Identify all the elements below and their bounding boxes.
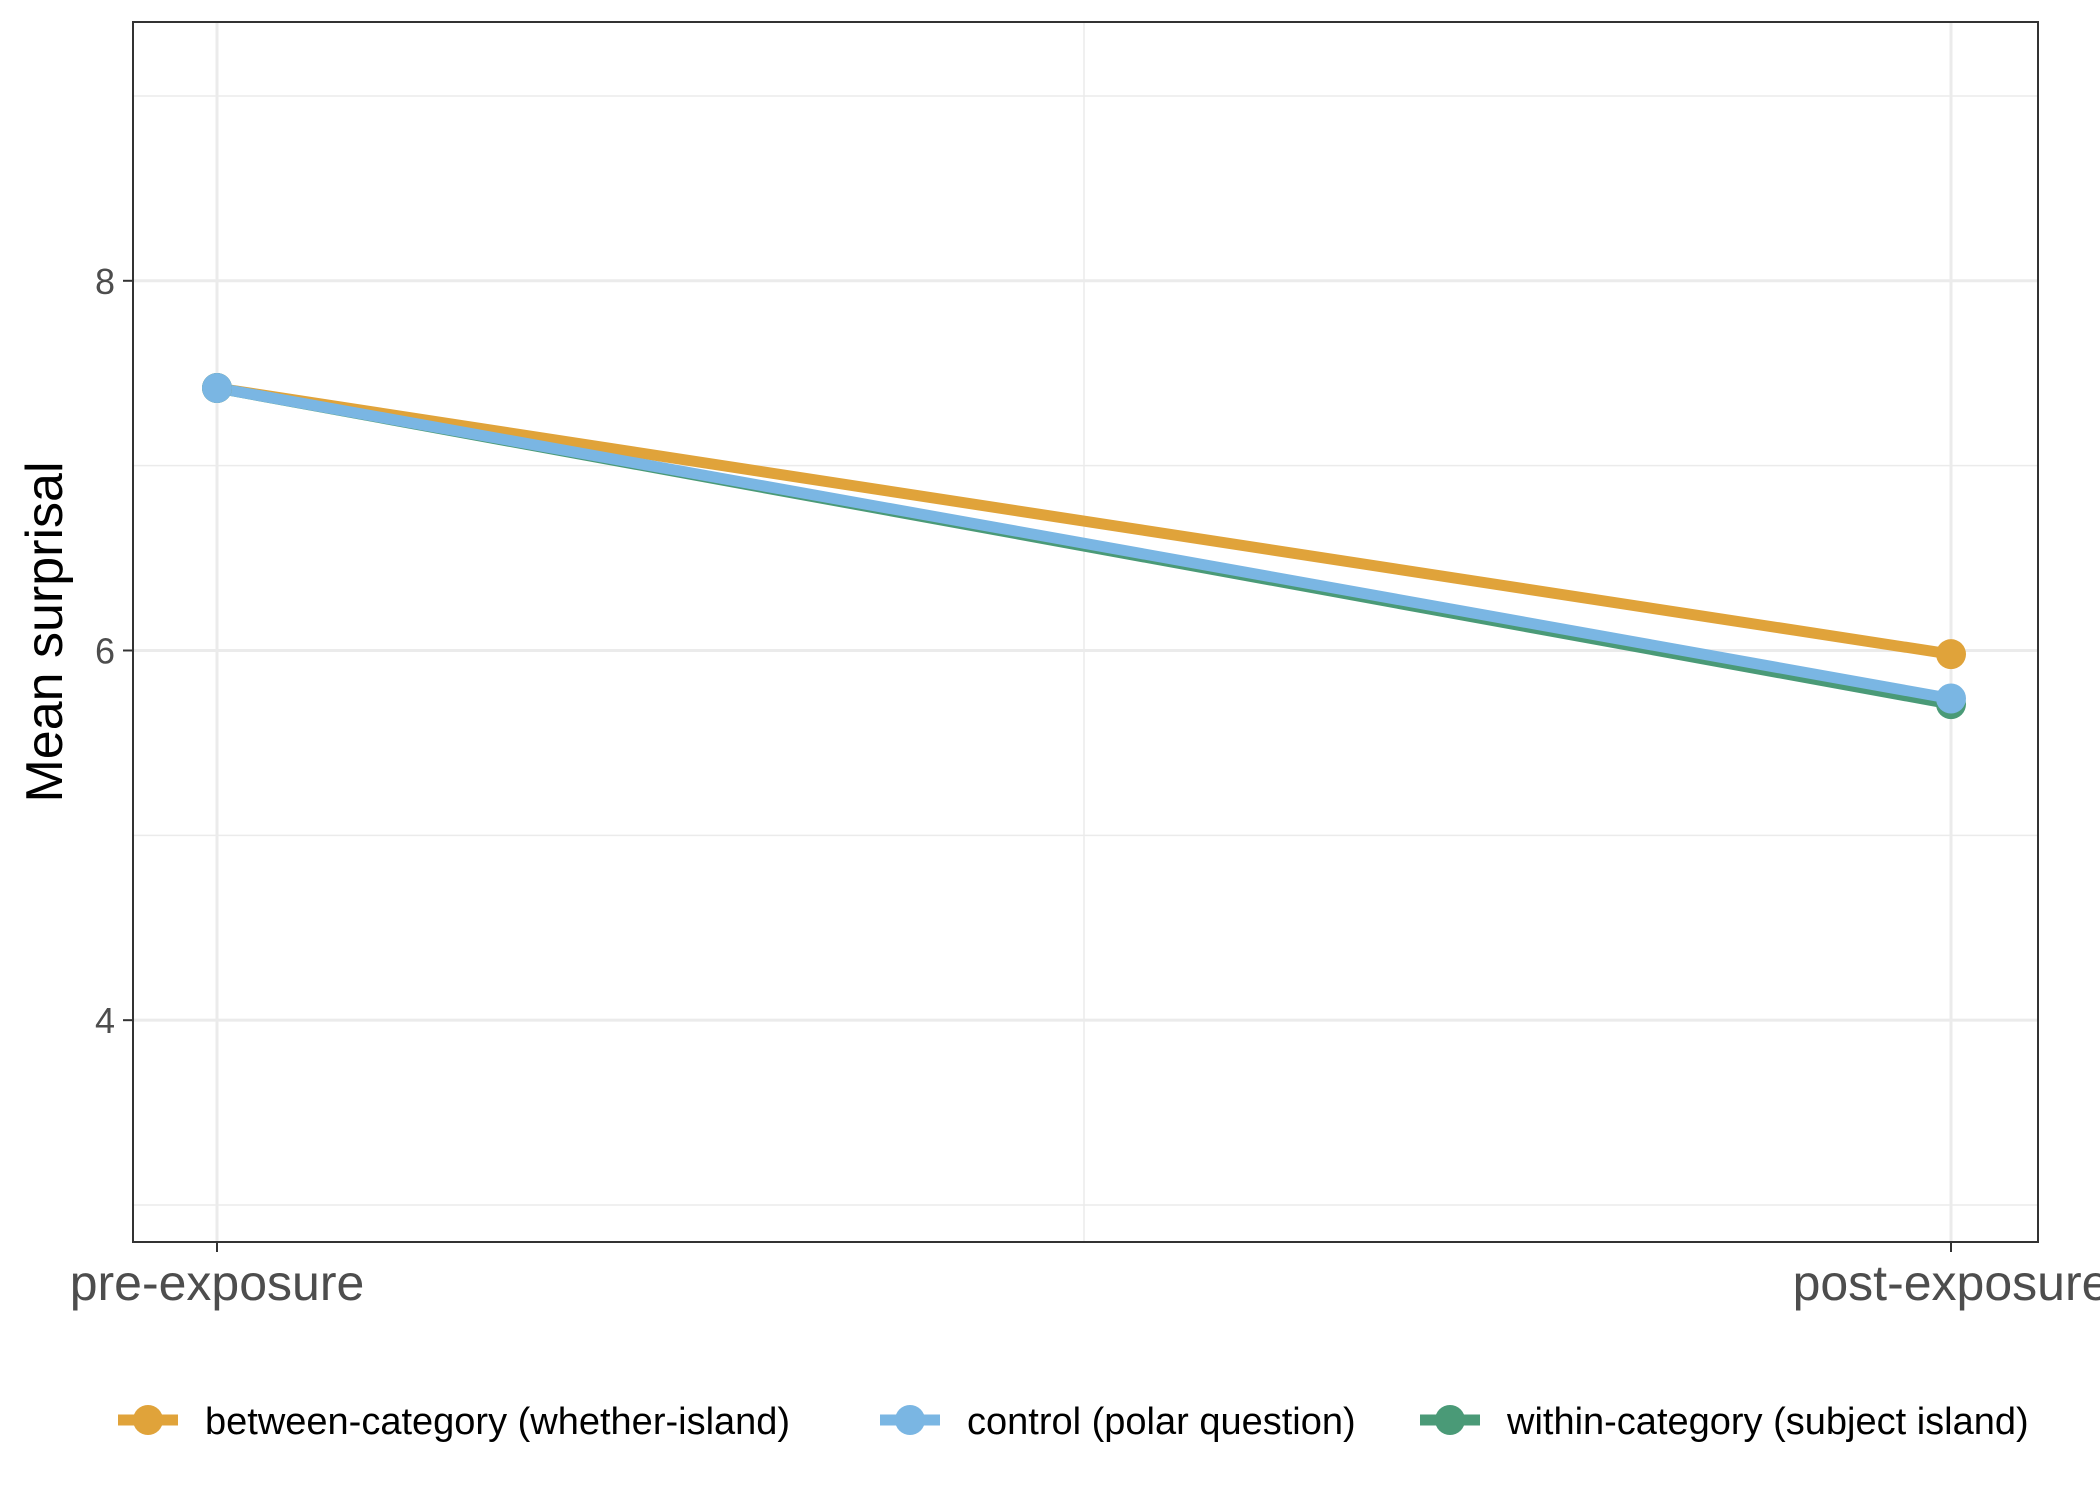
legend-item: between-category (whether-island): [118, 1401, 790, 1443]
legend-key-point: [895, 1405, 925, 1435]
x-tick-label: pre-exposure: [70, 1255, 365, 1311]
series-line: [216, 382, 1952, 704]
legend: between-category (whether-island) control…: [118, 1401, 2029, 1443]
y-tick-label: 4: [95, 1000, 115, 1041]
x-tick-label: post-exposure: [1793, 1255, 2100, 1311]
plot-panel-background: [133, 22, 2038, 1242]
legend-key-point: [1435, 1405, 1465, 1435]
axes: 4 6 8 pre-exposure post-exposure: [70, 261, 2100, 1311]
legend-label: between-category (whether-island): [205, 1401, 790, 1443]
plot-panel-border: [132, 21, 2039, 1243]
y-tick-label: 6: [95, 630, 115, 671]
grid: [133, 22, 2038, 1242]
series-point: [1936, 639, 1966, 670]
legend-key-point: [133, 1405, 163, 1435]
legend-item: control (polar question): [880, 1401, 1356, 1443]
series-layer: [202, 373, 1966, 720]
series-line: [216, 382, 1952, 660]
legend-label: within-category (subject island): [1506, 1401, 2029, 1443]
legend-label: control (polar question): [967, 1401, 1356, 1443]
series-point: [1936, 683, 1966, 714]
legend-item: within-category (subject island): [1420, 1401, 2029, 1443]
y-axis-title: Mean surprisal: [16, 461, 74, 802]
y-tick-label: 8: [95, 261, 115, 302]
series-point: [202, 373, 232, 403]
